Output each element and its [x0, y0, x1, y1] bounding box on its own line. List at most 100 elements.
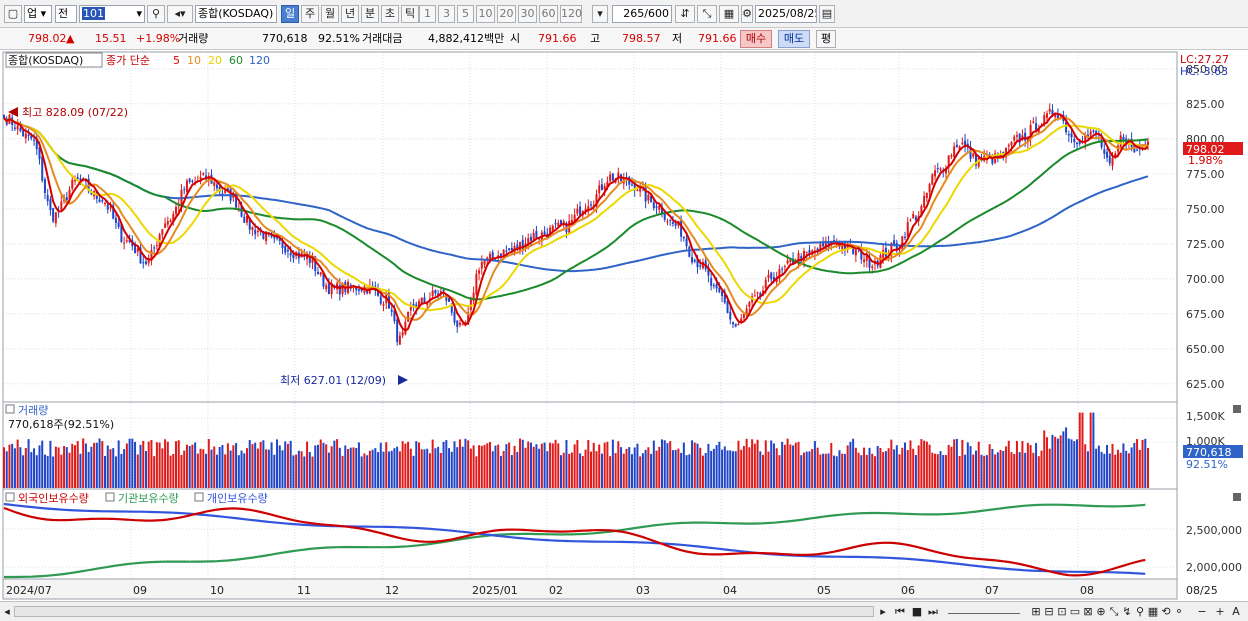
candle-body — [770, 272, 773, 280]
volume-bar — [707, 443, 710, 488]
period-button[interactable]: 주 — [301, 5, 319, 23]
market-mode-select[interactable]: 전 — [55, 5, 77, 23]
volume-bar — [374, 448, 377, 488]
volume-bar — [13, 448, 16, 488]
tool-icon[interactable]: ▭ — [1069, 605, 1081, 618]
candle-body — [43, 179, 46, 194]
tool-icon[interactable]: ⚬ — [1174, 605, 1184, 618]
tool-icon[interactable]: ↯ — [1122, 605, 1132, 618]
period-button[interactable]: 년 — [341, 5, 359, 23]
candle-body — [172, 213, 175, 222]
volume-bar — [352, 447, 355, 488]
interval-button[interactable]: 60 — [539, 5, 558, 23]
volume-bar — [478, 445, 481, 488]
volume-bar — [781, 441, 784, 488]
candle-body — [41, 156, 44, 181]
period-button[interactable]: 분 — [361, 5, 379, 23]
interval-dropdown[interactable]: ▾ — [592, 5, 608, 23]
volume-bar — [188, 446, 191, 488]
forward-icon[interactable]: ⏭ — [928, 605, 938, 618]
eval-button[interactable]: 평 — [816, 30, 836, 48]
interval-button[interactable]: 20 — [497, 5, 516, 23]
speaker-icon[interactable]: ◂▾ — [167, 5, 193, 23]
interval-button[interactable]: 5 — [457, 5, 474, 23]
sell-button[interactable]: 매도 — [778, 30, 810, 48]
period-button[interactable]: 초 — [381, 5, 399, 23]
stop-icon[interactable]: ■ — [911, 605, 923, 618]
interval-button[interactable]: 1 — [419, 5, 436, 23]
holding-close-icon[interactable] — [1233, 493, 1241, 501]
volume-bar — [600, 453, 603, 488]
volume-bar — [762, 454, 765, 488]
scroll-left-icon[interactable]: ◂ — [4, 605, 10, 618]
volume-bar — [704, 452, 707, 488]
period-button[interactable]: 틱 — [401, 5, 419, 23]
tool-icon[interactable]: ⊞ — [1031, 605, 1041, 618]
foreign-legend: 외국인보유수량 — [18, 492, 89, 505]
date-field[interactable]: 2025/08/25 — [755, 5, 817, 23]
volume-bar — [333, 440, 336, 488]
volume-bar — [1018, 452, 1021, 488]
tool-icon[interactable]: ⊟ — [1044, 605, 1054, 618]
layout-icon[interactable]: ▦ — [719, 5, 739, 23]
interval-button[interactable]: 120 — [560, 5, 582, 23]
volume-bar — [731, 451, 734, 488]
tool-icon[interactable]: ▦ — [1147, 605, 1159, 618]
volume-bar — [677, 448, 680, 488]
tool-icon[interactable]: ⟲ — [1161, 605, 1171, 618]
volume-close-icon[interactable] — [1233, 405, 1241, 413]
candle-body — [879, 255, 882, 268]
zoom-out-icon[interactable]: − — [1197, 605, 1207, 618]
candle-body — [71, 179, 74, 189]
volume-bar — [68, 452, 71, 488]
rewind-icon[interactable]: ⏮ — [895, 605, 905, 618]
tool-icon[interactable]: ⚲ — [1135, 605, 1145, 618]
tool-icon[interactable]: ⊡ — [1057, 605, 1067, 618]
volume-bar — [259, 441, 262, 488]
code-input[interactable]: 101 ▾ — [79, 5, 145, 23]
candle-body — [311, 258, 314, 263]
candle-body — [871, 266, 874, 268]
low-annotation: 최저 627.01 (12/09) — [280, 374, 386, 387]
zoom-in-icon[interactable]: + — [1215, 605, 1225, 618]
tool-icon[interactable]: ⊕ — [1096, 605, 1106, 618]
auto-scale-icon[interactable]: A — [1232, 605, 1240, 618]
volume-bar — [311, 456, 314, 488]
period-button[interactable]: 일 — [281, 5, 299, 23]
candle-body — [1035, 123, 1038, 131]
volume-bar — [723, 446, 726, 488]
candle-body — [969, 146, 972, 159]
draw-icon[interactable]: ⤡ — [697, 5, 717, 23]
price-chart[interactable]: 850.00825.00800.00775.00750.00725.00700.… — [0, 50, 1248, 601]
scroll-right-icon[interactable]: ▸ — [880, 605, 886, 618]
volume-bar — [1147, 448, 1149, 488]
volume-bar — [379, 442, 382, 488]
market-select[interactable]: 업 ▾ — [24, 5, 52, 23]
horizontal-scrollbar[interactable] — [14, 606, 874, 617]
volume-bar — [1138, 449, 1141, 488]
tool-icon[interactable]: ⤡ — [1109, 605, 1119, 618]
volume-bar — [213, 446, 216, 488]
zoom-slider[interactable] — [948, 604, 1020, 614]
tool-icon[interactable]: ⊠ — [1083, 605, 1093, 618]
candle-body — [822, 242, 825, 247]
candle-body — [134, 243, 137, 254]
indicator-icon[interactable]: ⇵ — [675, 5, 695, 23]
calendar-icon[interactable]: ▤ — [819, 5, 835, 23]
volume-bar — [1013, 454, 1016, 488]
candle-body — [106, 204, 109, 210]
candle-body — [718, 287, 721, 292]
period-button[interactable]: 월 — [321, 5, 339, 23]
candle-body — [737, 324, 740, 326]
gear-icon[interactable]: ⚙ — [741, 5, 753, 23]
high-arrow-icon — [8, 107, 18, 117]
interval-button[interactable]: 10 — [476, 5, 495, 23]
window-icon[interactable]: ▢ — [4, 5, 22, 23]
candle-body — [404, 321, 407, 335]
candle-body — [49, 199, 52, 210]
search-icon[interactable]: ⚲ — [147, 5, 165, 23]
buy-button[interactable]: 매수 — [740, 30, 772, 48]
count-field[interactable]: 265/600 — [612, 5, 672, 23]
interval-button[interactable]: 30 — [518, 5, 537, 23]
interval-button[interactable]: 3 — [438, 5, 455, 23]
